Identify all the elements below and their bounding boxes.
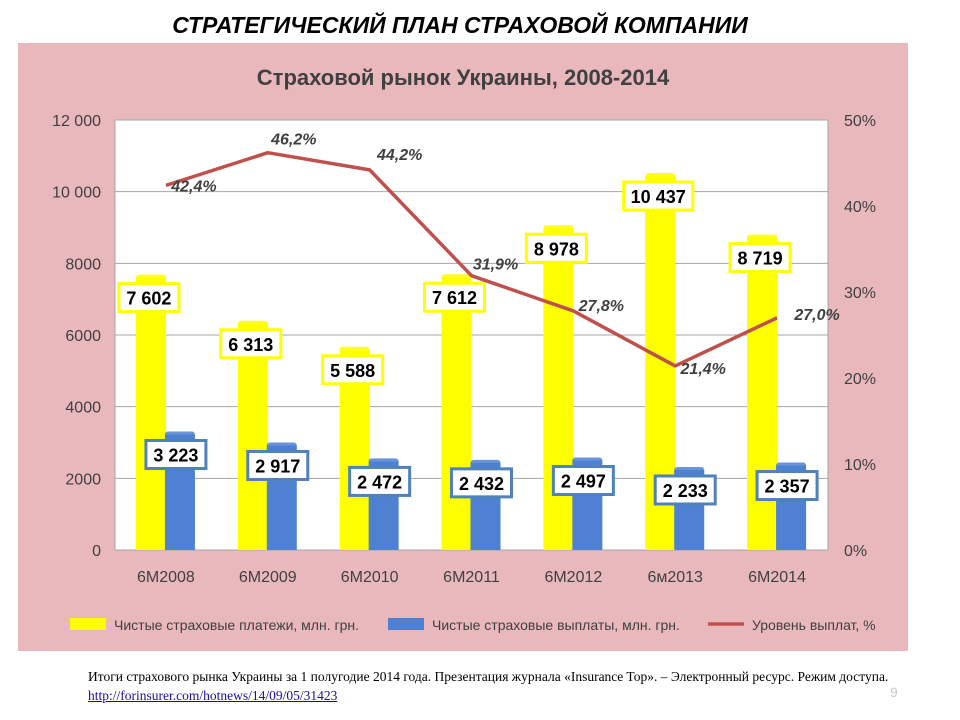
y-left-tick-label: 12 000	[52, 113, 101, 130]
x-tick-label: 6м2013	[647, 569, 703, 586]
y-right-tick-label: 0%	[844, 543, 867, 560]
legend-swatch	[70, 618, 106, 630]
label-payouts: 2 497	[561, 472, 606, 492]
label-payments: 8 719	[738, 249, 783, 269]
chart-title: Страховой рынок Украины, 2008-2014	[257, 65, 670, 90]
bar-payments-cap	[237, 320, 268, 327]
label-payouts: 2 357	[765, 477, 810, 497]
bar-payments-cap	[645, 173, 676, 180]
page-number: 9	[890, 684, 898, 700]
y-left-tick-label: 4000	[65, 400, 101, 417]
label-payments: 8 978	[534, 239, 579, 259]
label-payments-box	[622, 180, 695, 212]
y-left-tick-label: 6000	[65, 328, 101, 345]
bar-payouts-cap	[368, 458, 399, 465]
label-payouts: 2 917	[255, 456, 300, 476]
y-right-tick-label: 10%	[844, 457, 876, 474]
y-right-tick-label: 20%	[844, 371, 876, 388]
x-tick-label: 6М2008	[137, 569, 195, 586]
chart-container: Страховой рынок Украины, 2008-2014 0 2000 4…	[18, 43, 908, 651]
x-tick-label: 6М2011	[443, 569, 500, 586]
x-tick-label: 6М2014	[748, 569, 806, 586]
bar-payouts-cap	[266, 442, 297, 449]
source-caption: Итоги страхового рынка Украины за 1 полу…	[88, 667, 943, 705]
bar-payments	[135, 277, 166, 550]
y-right-tick-label: 40%	[844, 199, 876, 216]
bar-payments	[237, 323, 268, 550]
y-left-tick-label: 8000	[65, 256, 101, 273]
label-payments-box	[219, 328, 283, 360]
x-tick-label: 6М2009	[239, 569, 297, 586]
label-payouts: 2 432	[459, 474, 504, 494]
label-payments: 7 612	[432, 288, 477, 308]
label-payouts-box	[450, 467, 513, 499]
label-payments: 6 313	[228, 335, 273, 355]
legend-swatch	[388, 618, 424, 630]
label-payouts-box	[144, 439, 208, 471]
label-payout-ratio: 21,4%	[680, 361, 726, 378]
bar-payments	[441, 277, 472, 550]
bar-payments	[747, 237, 778, 551]
label-payout-ratio: 46,2%	[270, 132, 316, 149]
label-payments-box	[524, 232, 588, 264]
x-tick-label: 6М2012	[544, 569, 602, 586]
legend-label: Чистые страховые выплаты, млн. грн.	[432, 617, 680, 633]
y-left-tick-label: 2000	[65, 471, 101, 488]
label-payments-box	[728, 242, 792, 274]
label-payments: 5 588	[330, 361, 375, 381]
label-payouts-box	[653, 474, 717, 506]
label-payout-ratio: 44,2%	[376, 147, 422, 164]
y-right-tick-label: 50%	[844, 113, 876, 130]
label-payments: 7 602	[126, 289, 171, 309]
bar-payments-cap	[339, 346, 370, 353]
slide-title: СТРАТЕГИЧЕСКИЙ ПЛАН СТРАХОВОЙ КОМПАНИИ	[172, 12, 748, 38]
label-payout-ratio: 31,9%	[473, 257, 518, 274]
bar-payments-cap	[441, 274, 472, 281]
x-tick-label: 6М2010	[341, 569, 399, 586]
bar-payouts-cap	[164, 431, 195, 438]
bar-payouts-cap	[470, 459, 501, 466]
bar-payments-cap	[747, 234, 778, 241]
label-payments-box	[117, 282, 181, 314]
label-payout-ratio: 27,8%	[578, 298, 624, 315]
label-payouts: 2 472	[357, 472, 402, 492]
label-payments: 10 437	[631, 187, 686, 207]
legend-label: Чистые страховые платежи, млн. грн.	[114, 617, 359, 633]
y-left-tick-label: 10 000	[52, 185, 101, 202]
label-payments-box	[321, 354, 385, 386]
y-right-tick-label: 30%	[844, 285, 876, 302]
chart-svg: Страховой рынок Украины, 2008-2014 0 2000 4…	[18, 43, 908, 651]
label-payout-ratio: 42,4%	[170, 178, 216, 195]
label-payouts-box	[551, 465, 615, 497]
bar-payments	[543, 228, 574, 550]
bar-payouts-cap	[776, 462, 807, 469]
legend-label: Уровень выплат, %	[752, 617, 876, 633]
label-payouts: 3 223	[153, 446, 198, 466]
label-payouts-box	[348, 465, 412, 497]
bar-payouts-cap	[572, 457, 603, 464]
label-payouts-box	[246, 449, 310, 481]
label-payments-box	[423, 281, 486, 313]
label-payouts-box	[755, 470, 819, 502]
label-payouts: 2 233	[663, 481, 708, 501]
bar-payouts-cap	[674, 466, 705, 473]
bar-payments-cap	[135, 274, 166, 281]
y-left-tick-label: 0	[92, 543, 101, 560]
bar-payments-cap	[543, 225, 574, 232]
caption-text: Итоги страхового рынка Украины за 1 полу…	[88, 669, 889, 684]
label-payout-ratio: 27,0%	[793, 307, 839, 324]
source-link[interactable]: http://forinsurer.com/hotnews/14/09/05/3…	[88, 688, 338, 703]
